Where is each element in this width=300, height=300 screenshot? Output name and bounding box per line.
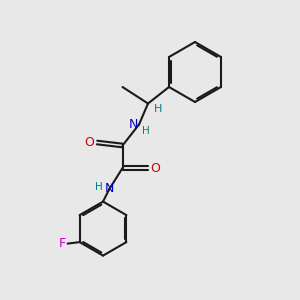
Text: H: H — [94, 182, 102, 192]
Text: F: F — [59, 237, 66, 250]
Text: H: H — [142, 126, 149, 136]
Text: O: O — [151, 161, 160, 175]
Text: H: H — [153, 104, 162, 114]
Text: N: N — [129, 118, 138, 131]
Text: N: N — [104, 182, 114, 195]
Text: O: O — [85, 136, 94, 149]
